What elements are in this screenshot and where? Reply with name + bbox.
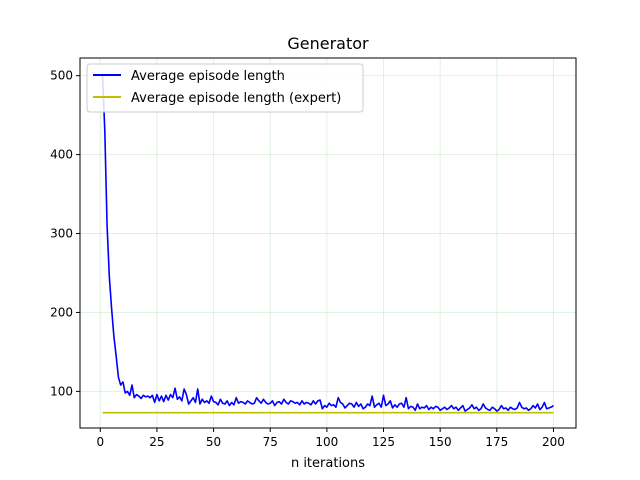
y-tick-label: 200 (50, 305, 73, 319)
x-tick-label: 0 (96, 435, 104, 449)
y-tick-label: 300 (50, 227, 73, 241)
x-tick-label: 50 (206, 435, 221, 449)
legend-box (86, 63, 364, 113)
y-tick-label: 400 (50, 148, 73, 162)
x-axis-label: n iterations (291, 456, 365, 471)
legend-label-average-episode-length: Average episode length (131, 69, 285, 84)
x-tick-label: 25 (149, 435, 164, 449)
x-tick-label: 175 (485, 435, 508, 449)
x-tick-label: 200 (542, 435, 565, 449)
x-tick-label: 100 (315, 435, 338, 449)
y-tick-label: 100 (50, 384, 73, 398)
chart-title: Generator (287, 34, 369, 53)
x-tick-label: 150 (429, 435, 452, 449)
legend-label-expert: Average episode length (expert) (131, 91, 341, 106)
x-tick-label: 75 (263, 435, 278, 449)
series-line-average-episode-length (101, 75, 554, 412)
x-axis-ticks: 0 25 50 75 100 125 150 175 200 (96, 428, 565, 449)
legend: Average episode length Average episode l… (86, 63, 364, 113)
y-tick-label: 500 (50, 69, 73, 83)
plot-area-frame (79, 57, 577, 429)
plot-series (101, 75, 554, 414)
y-axis-ticks: 100 200 300 400 500 (50, 69, 80, 398)
x-tick-label: 125 (372, 435, 395, 449)
